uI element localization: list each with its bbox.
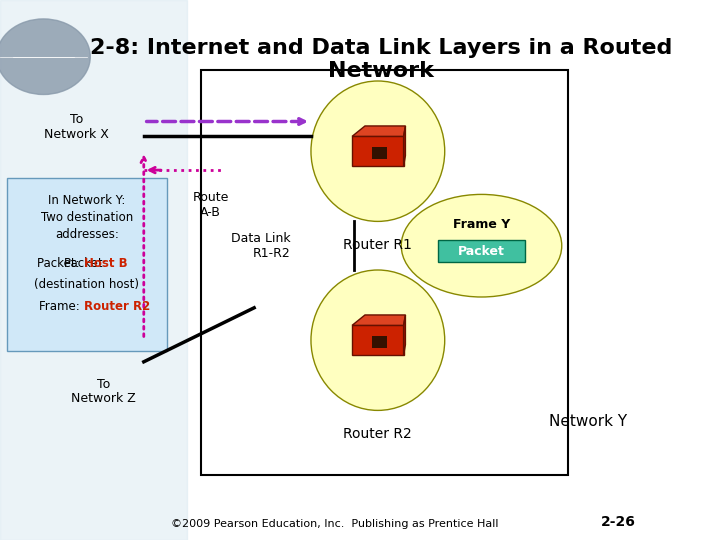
Text: Router R2: Router R2	[84, 300, 150, 313]
Text: Network Y: Network Y	[549, 414, 628, 429]
FancyBboxPatch shape	[352, 325, 404, 355]
Bar	[201, 70, 568, 475]
Text: 2-26: 2-26	[600, 515, 635, 529]
Bar	[438, 240, 525, 262]
Text: Router R2: Router R2	[343, 427, 413, 441]
Text: In Network Y:
Two destination
addresses:: In Network Y: Two destination addresses:	[41, 194, 133, 241]
FancyBboxPatch shape	[352, 136, 404, 166]
Ellipse shape	[401, 194, 562, 297]
Text: Packet:: Packet:	[64, 256, 110, 269]
Text: (destination host): (destination host)	[35, 278, 140, 291]
Bar	[6, 178, 167, 351]
Text: Host B: Host B	[84, 256, 127, 269]
Bar	[0, 0, 187, 540]
Text: Frame:: Frame:	[39, 300, 84, 313]
Polygon shape	[404, 126, 405, 166]
Text: Data Link
R1-R2: Data Link R1-R2	[231, 232, 291, 260]
Text: Route
A-B: Route A-B	[192, 191, 229, 219]
Text: Packet: Packet	[458, 245, 505, 258]
Bar	[372, 147, 387, 159]
Text: Packet:: Packet:	[37, 256, 84, 269]
Text: Frame Y: Frame Y	[453, 218, 510, 231]
Ellipse shape	[311, 270, 445, 410]
Text: ©2009 Pearson Education, Inc.  Publishing as Prentice Hall: ©2009 Pearson Education, Inc. Publishing…	[171, 519, 498, 529]
Ellipse shape	[311, 81, 445, 221]
Polygon shape	[352, 126, 405, 137]
Text: To
Network Z: To Network Z	[71, 377, 136, 406]
Circle shape	[0, 19, 90, 94]
Text: To
Network X: To Network X	[45, 113, 109, 141]
Text: Router R1: Router R1	[343, 238, 413, 252]
Polygon shape	[404, 315, 405, 355]
Bar	[372, 336, 387, 348]
Text: 2-8: Internet and Data Link Layers in a Routed
Network: 2-8: Internet and Data Link Layers in a …	[90, 38, 672, 81]
Polygon shape	[352, 315, 405, 325]
